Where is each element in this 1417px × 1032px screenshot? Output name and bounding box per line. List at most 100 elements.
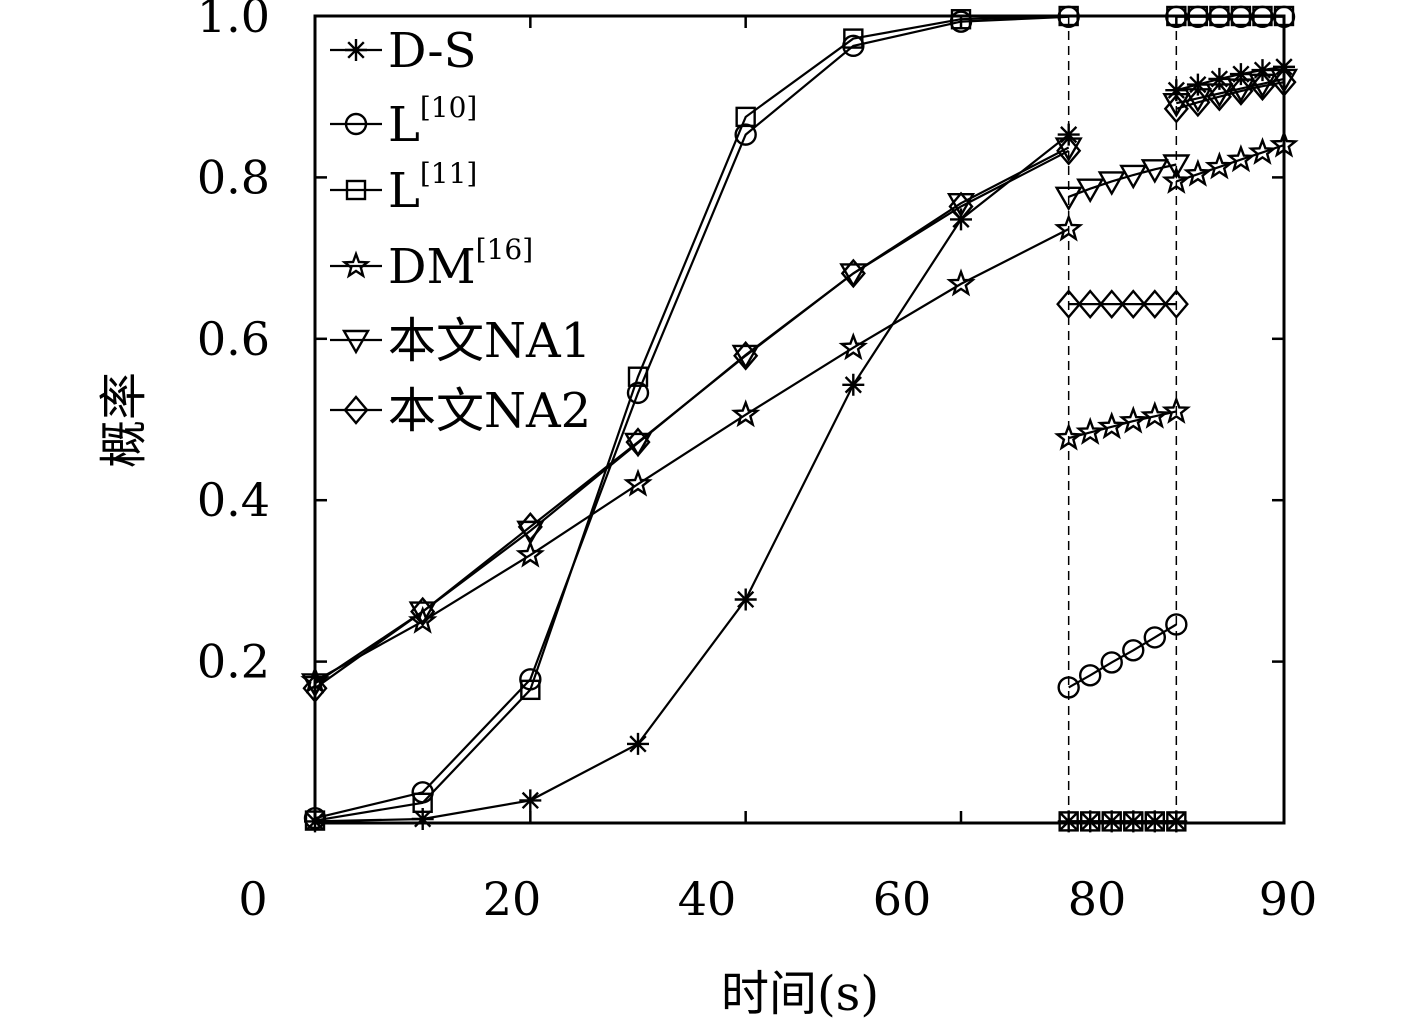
series-line [314, 14, 1069, 822]
marker-square [1079, 811, 1101, 832]
marker-star [1054, 213, 1084, 242]
series-line [1068, 163, 1177, 198]
marker-triangle-down [1054, 186, 1083, 212]
marker-diamond [1163, 93, 1189, 124]
marker-triangle-down [1140, 159, 1169, 184]
marker-star [341, 250, 371, 279]
marker-star [1204, 151, 1235, 180]
marker-diamond [1249, 71, 1276, 102]
legend-label: DM[16] [388, 233, 533, 295]
legend-label: 本文NA2 [388, 383, 591, 439]
series-diamond [302, 67, 1297, 704]
legend-entry: DM[16] [330, 233, 533, 295]
marker-star [1140, 400, 1170, 429]
marker-asterisk [1251, 59, 1274, 82]
x-tick-label: 40 [678, 872, 737, 926]
series-line [314, 228, 1070, 682]
marker-square [1144, 811, 1166, 832]
legend-superscript: [16] [476, 233, 533, 266]
marker-triangle-down [1076, 178, 1105, 204]
marker-triangle-down [341, 329, 371, 355]
marker-diamond [1120, 289, 1146, 319]
marker-asterisk [519, 789, 542, 812]
y-tick-label: 0.8 [197, 150, 270, 204]
marker-square [412, 792, 433, 814]
marker-star [1161, 395, 1191, 424]
marker-star [1247, 136, 1278, 165]
marker-diamond [517, 511, 543, 542]
marker-star [1118, 405, 1149, 434]
legend-superscript: [10] [420, 91, 477, 124]
marker-square [1058, 811, 1079, 832]
y-axis-title: 概率 [96, 372, 152, 468]
y-tick-label: 0.6 [197, 312, 270, 366]
y-tick-label: 0.2 [197, 635, 270, 689]
marker-star [1226, 144, 1256, 173]
legend-entry: 本文NA2 [330, 383, 591, 439]
x-tick-label: 80 [1068, 872, 1127, 926]
marker-diamond [1056, 135, 1082, 166]
marker-star [515, 539, 545, 568]
marker-diamond [343, 395, 369, 425]
marker-square [345, 179, 367, 201]
y-tick-label: 0.4 [197, 473, 270, 527]
x-tick-label: 0 [238, 872, 267, 926]
y-tick-label: 1.0 [197, 0, 270, 43]
marker-diamond [625, 427, 651, 457]
series-line [1175, 81, 1285, 110]
marker-square [950, 9, 972, 30]
marker-diamond [1099, 289, 1125, 319]
marker-diamond [948, 191, 974, 222]
marker-triangle-down [731, 344, 760, 370]
marker-triangle-down [1162, 154, 1191, 179]
marker-square [843, 28, 864, 49]
marker-square [520, 679, 541, 701]
marker-circle [1057, 676, 1080, 699]
marker-circle [1165, 613, 1188, 636]
x-tick-label: 90 [1259, 872, 1318, 926]
marker-asterisk [1229, 63, 1252, 86]
marker-asterisk [1057, 123, 1080, 146]
marker-circle [626, 381, 650, 405]
marker-circle [1100, 651, 1123, 674]
marker-star [1075, 416, 1105, 445]
marker-square [1101, 811, 1122, 832]
marker-asterisk [842, 373, 865, 396]
marker-triangle-down [1119, 164, 1148, 190]
marker-diamond [733, 340, 759, 371]
marker-square [735, 106, 756, 128]
series-line [314, 149, 1070, 690]
legend-entry: L[11] [330, 157, 477, 219]
legend-entry: 本文NA1 [330, 313, 591, 369]
legend: D-S L[10]L[11] DM[16] 本文NA1 本文NA2 [330, 23, 591, 439]
marker-diamond [1228, 76, 1254, 106]
legend-superscript: [11] [420, 157, 477, 190]
plot-area [300, 5, 1299, 833]
marker-diamond [1163, 289, 1189, 319]
marker-asterisk [734, 588, 757, 611]
legend-entry: L[10] [330, 91, 477, 153]
legend-entry: D-S [330, 23, 476, 79]
legend-label: 本文NA1 [388, 313, 591, 369]
x-axis-title: 时间(s) [721, 966, 879, 1022]
marker-star [623, 468, 653, 497]
marker-circle [734, 123, 757, 146]
marker-circle [1143, 626, 1167, 649]
marker-star [838, 332, 868, 361]
marker-asterisk [627, 732, 649, 755]
series-line [314, 15, 1069, 820]
x-tick-label: 20 [483, 872, 542, 926]
marker-circle [1078, 664, 1102, 687]
marker-triangle-down [623, 432, 653, 458]
marker-diamond [1077, 289, 1103, 319]
marker-asterisk [411, 808, 434, 830]
marker-star [731, 399, 761, 428]
marker-star [1096, 411, 1127, 440]
series-line [314, 133, 1070, 823]
marker-triangle-down [1097, 171, 1126, 196]
marker-star [946, 268, 976, 297]
marker-star [1054, 422, 1084, 451]
marker-asterisk [345, 39, 367, 61]
marker-diamond [1206, 81, 1232, 112]
legend-label: L[10] [388, 91, 477, 153]
